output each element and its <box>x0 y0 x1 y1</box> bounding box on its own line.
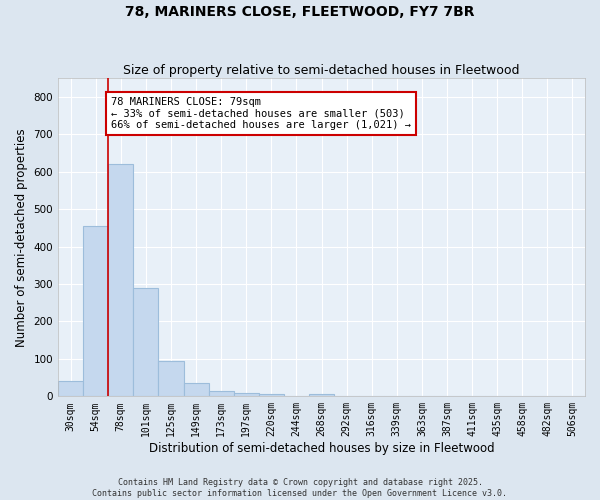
Bar <box>259 394 284 396</box>
Bar <box>108 164 133 396</box>
Bar <box>83 226 108 396</box>
Y-axis label: Number of semi-detached properties: Number of semi-detached properties <box>15 128 28 346</box>
Bar <box>184 383 209 396</box>
X-axis label: Distribution of semi-detached houses by size in Fleetwood: Distribution of semi-detached houses by … <box>149 442 494 455</box>
Bar <box>58 382 83 396</box>
Text: 78, MARINERS CLOSE, FLEETWOOD, FY7 7BR: 78, MARINERS CLOSE, FLEETWOOD, FY7 7BR <box>125 5 475 19</box>
Text: 78 MARINERS CLOSE: 79sqm
← 33% of semi-detached houses are smaller (503)
66% of : 78 MARINERS CLOSE: 79sqm ← 33% of semi-d… <box>111 97 411 130</box>
Bar <box>133 288 158 397</box>
Text: Contains HM Land Registry data © Crown copyright and database right 2025.
Contai: Contains HM Land Registry data © Crown c… <box>92 478 508 498</box>
Title: Size of property relative to semi-detached houses in Fleetwood: Size of property relative to semi-detach… <box>123 64 520 77</box>
Bar <box>233 392 259 396</box>
Bar <box>309 394 334 396</box>
Bar <box>209 390 233 396</box>
Bar <box>158 361 184 396</box>
